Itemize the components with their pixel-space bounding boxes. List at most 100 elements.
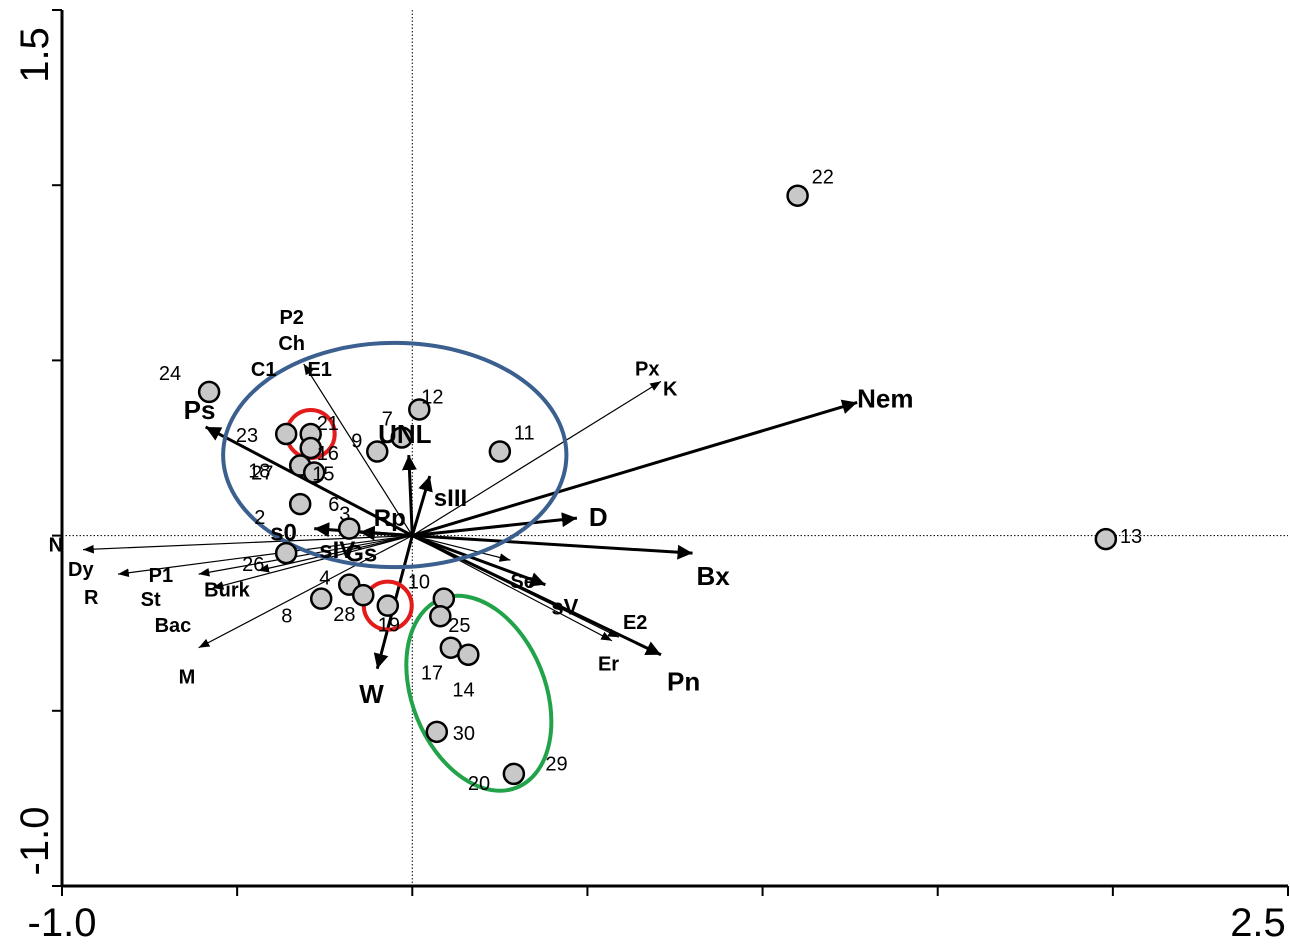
sample-label-4: 4 <box>319 568 330 590</box>
sample-label-2: 2 <box>254 507 265 529</box>
sample-point-3 <box>337 517 361 540</box>
arrow-px-k <box>411 380 662 537</box>
arrow-label-rp: Rp <box>374 505 406 532</box>
sample-label-9: 9 <box>351 431 362 453</box>
arrow-label-e2: E2 <box>623 612 647 634</box>
sample-point-8 <box>309 587 333 610</box>
arrow-label-ch: Ch <box>278 333 305 355</box>
sample-point-7 <box>390 426 414 449</box>
sample-point-28 <box>351 583 375 607</box>
sample-label-16: 16 <box>317 443 339 465</box>
sample-label-12: 12 <box>421 386 443 408</box>
arrow-label-burk: Burk <box>204 580 250 602</box>
arrow-d <box>412 512 578 538</box>
sample-label-6: 6 <box>328 494 339 516</box>
sample-point-13 <box>1094 527 1118 551</box>
arrow-label-siii: sIII <box>434 485 467 512</box>
arrow-rp <box>359 525 413 541</box>
sample-point-22 <box>786 184 809 207</box>
sample-point-12 <box>408 398 431 421</box>
arrow-siii <box>410 475 433 537</box>
arrow-e2 <box>412 535 620 638</box>
sample-label-21: 21 <box>317 413 339 435</box>
sample-point-23 <box>274 422 298 446</box>
arrow-se <box>412 535 511 562</box>
arrow-label-r: R <box>84 587 99 609</box>
sample-label-20: 20 <box>468 773 490 795</box>
sample-point-2 <box>288 492 312 516</box>
arrow-label-st: St <box>141 589 161 611</box>
sample-label-23: 23 <box>236 425 258 447</box>
sample-point-15 <box>302 461 326 484</box>
arrow-burk <box>258 535 413 573</box>
arrow-label-k: K <box>663 378 678 400</box>
sample-label-13: 13 <box>1120 526 1142 548</box>
arrow-nem <box>411 399 858 538</box>
sample-point-26 <box>274 541 298 565</box>
arrow-dy-r <box>117 535 413 578</box>
x-tick-label: 2.5 <box>1230 901 1286 944</box>
arrow-p2-ch-c1-e1 <box>303 363 413 536</box>
sample-point-11 <box>488 440 512 463</box>
sample-point-25 <box>429 604 452 628</box>
arrow-er <box>412 535 613 642</box>
arrow-label-dy: Dy <box>68 559 94 581</box>
arrow-label-unl: UNL <box>378 419 432 449</box>
sample-label-8: 8 <box>281 606 292 628</box>
arrow-label-ps: Ps <box>184 395 216 425</box>
arrow-label-m: M <box>179 667 196 689</box>
arrow-label-p1: P1 <box>149 565 173 587</box>
sample-label-26: 26 <box>242 554 264 576</box>
arrow-label-n: N <box>49 535 63 557</box>
sample-label-10: 10 <box>408 572 430 594</box>
sample-point-9 <box>366 440 389 463</box>
arrow-sv <box>411 534 546 587</box>
sample-label-15: 15 <box>312 464 334 486</box>
arrow-label-s0: s0 <box>270 520 297 547</box>
arrow-bx <box>412 534 693 560</box>
sample-label-18: 18 <box>248 461 270 483</box>
arrow-p1-st <box>198 535 413 577</box>
arrow-label-p2: P2 <box>279 307 303 329</box>
arrow-unl <box>401 454 417 536</box>
sample-label-17: 17 <box>421 663 443 685</box>
arrow-label-gs: Gs <box>345 541 377 568</box>
arrow-label-e1: E1 <box>307 359 331 381</box>
sample-label-25: 25 <box>448 615 470 637</box>
sample-label-30: 30 <box>453 723 475 745</box>
arrow-label-sv: sV <box>551 595 578 620</box>
sample-label-24: 24 <box>159 363 181 385</box>
y-tick-label: 1.5 <box>13 27 57 83</box>
group-ellipse-blue <box>221 340 569 570</box>
sample-label-3: 3 <box>339 504 350 526</box>
arrow-m <box>198 535 413 649</box>
sample-label-27: 27 <box>251 463 273 485</box>
arrow-bac <box>212 535 413 590</box>
arrow-label-c1: C1 <box>251 359 277 381</box>
arrow-label-px: Px <box>635 358 659 380</box>
sample-point-20 <box>502 762 526 786</box>
sample-point-30 <box>425 720 449 744</box>
x-tick-label: -1.0 <box>28 901 97 944</box>
arrow-label-siv: sIV <box>319 537 355 564</box>
arrow-label-pn: Pn <box>667 667 700 697</box>
arrow-label-bx: Bx <box>697 561 731 591</box>
y-tick-label: -1.0 <box>13 807 57 876</box>
arrow-label-w: W <box>359 679 384 709</box>
sample-label-28: 28 <box>333 604 355 626</box>
sample-point-14 <box>457 643 480 666</box>
sample-label-14: 14 <box>452 680 474 702</box>
arrow-label-nem: Nem <box>857 383 913 413</box>
sample-label-29: 29 <box>545 753 567 775</box>
arrow-n <box>82 535 413 554</box>
sample-point-16 <box>299 436 322 460</box>
sample-point-19 <box>376 594 400 617</box>
sample-label-22: 22 <box>812 167 834 189</box>
sample-label-19: 19 <box>378 615 400 637</box>
arrow-label-d: D <box>589 502 608 532</box>
arrow-label-se: Se <box>510 571 534 593</box>
arrow-label-bac: Bac <box>155 615 192 637</box>
sample-point-24 <box>197 380 221 404</box>
sample-label-11: 11 <box>514 423 535 445</box>
